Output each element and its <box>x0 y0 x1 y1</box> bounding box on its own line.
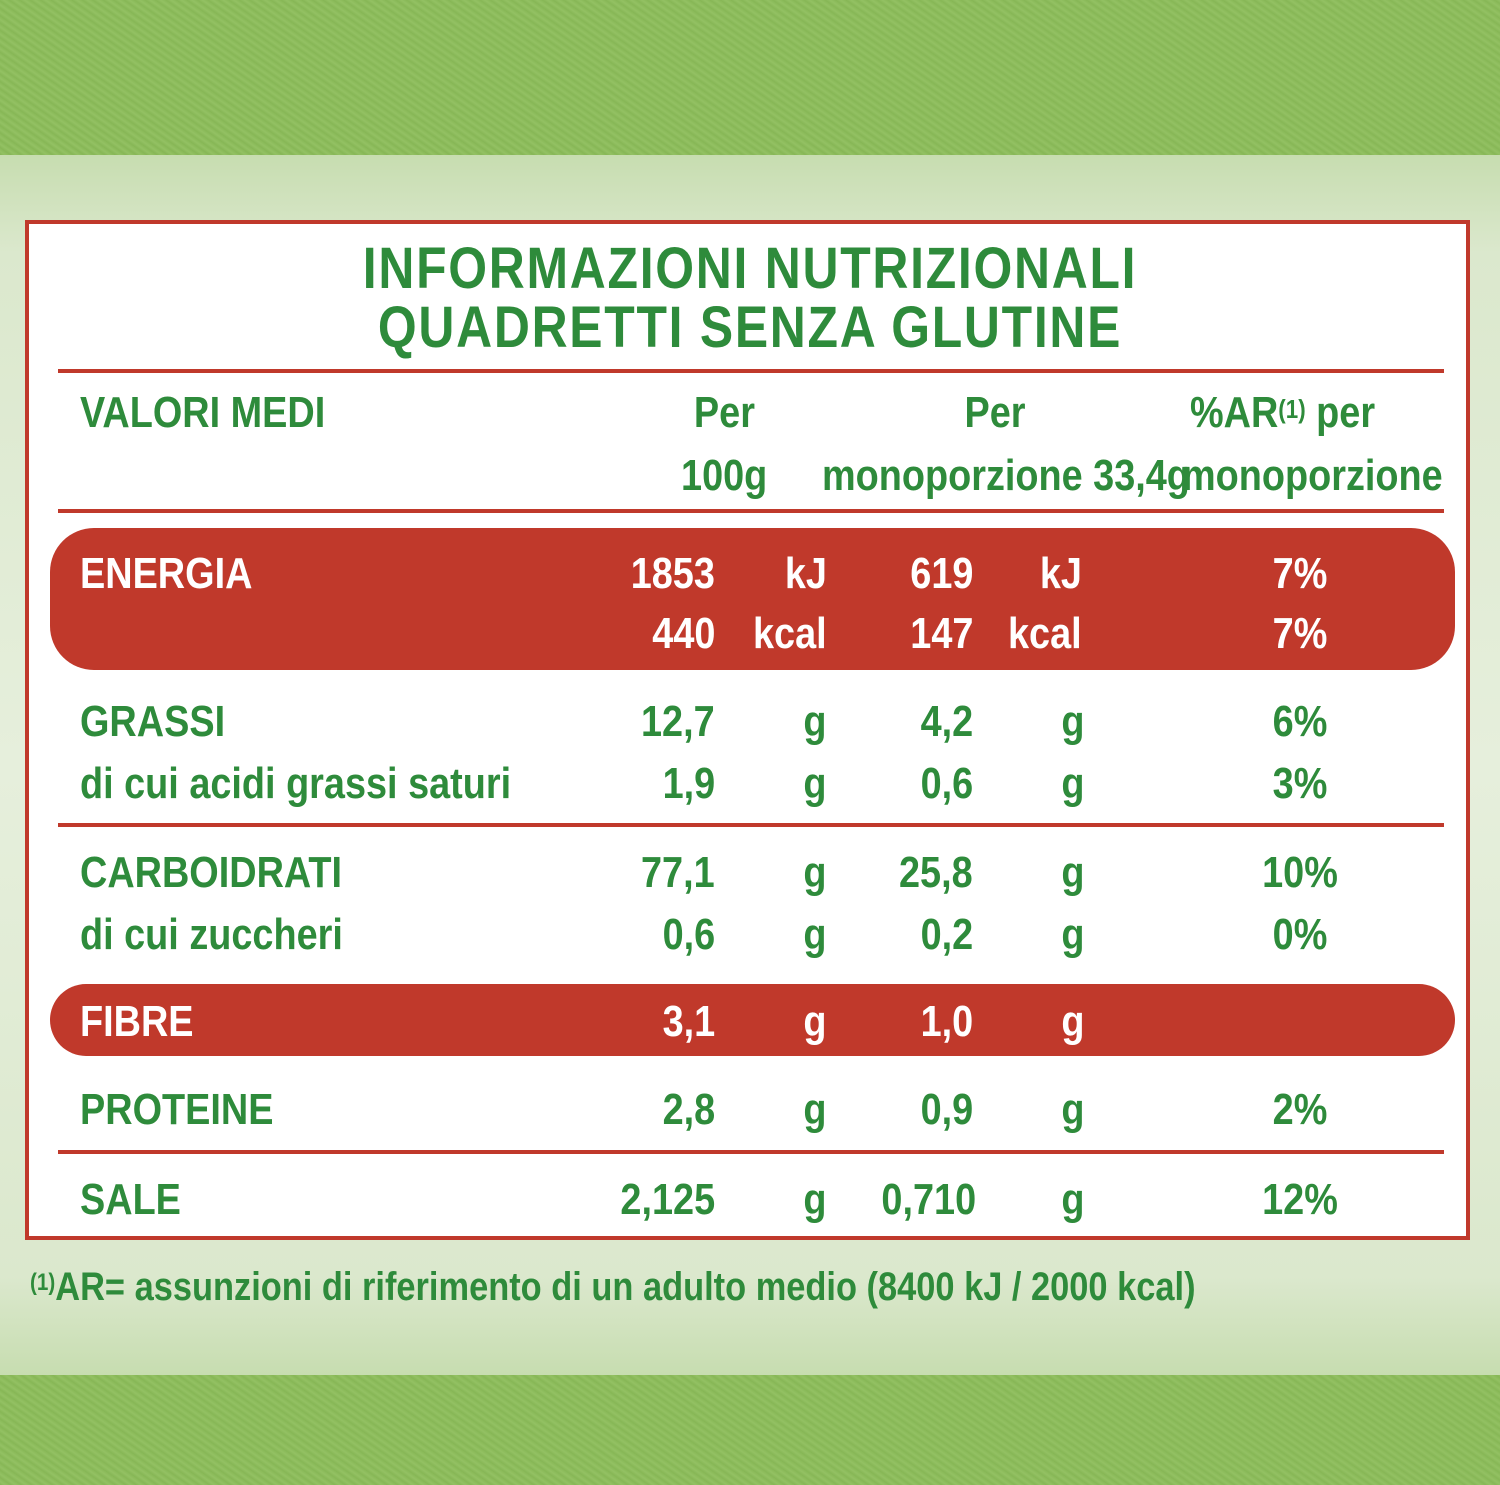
fibre-unit-porzione: g <box>1061 997 1085 1046</box>
energia-kcal-porzione-unit: kcal <box>1008 609 1082 658</box>
grassi-100: 12,7 <box>641 697 715 746</box>
energia-kj-unit: kJ <box>784 549 827 598</box>
energia-kj-porzione-unit: kJ <box>1039 549 1082 598</box>
header-ar-line1: %AR(1) per <box>1190 388 1376 437</box>
grassi-porzione: 4,2 <box>920 697 973 746</box>
footnote-marker: (1) <box>30 1269 56 1296</box>
energia-kj-100: 1853 <box>630 549 715 598</box>
energia-kcal-unit: kcal <box>753 609 827 658</box>
zuccheri-100: 0,6 <box>662 910 715 959</box>
proteine-unit-100: g <box>803 1085 827 1134</box>
saturi-unit-porzione: g <box>1061 759 1085 808</box>
energia-kcal-ar: 7% <box>1272 609 1328 658</box>
grassi-unit-100: g <box>803 697 827 746</box>
background-top-band <box>0 0 1500 155</box>
header-per-100g-line1: Per <box>693 388 755 437</box>
sale-porzione: 0,710 <box>881 1175 976 1224</box>
header-per-porzione-line2: monoporzione 33,4g <box>822 451 1190 500</box>
saturi-unit-100: g <box>803 759 827 808</box>
divider <box>58 509 1444 513</box>
fibre-100: 3,1 <box>662 997 715 1046</box>
proteine-unit-porzione: g <box>1061 1085 1085 1134</box>
saturi-label: di cui acidi grassi saturi <box>80 759 512 808</box>
zuccheri-porzione: 0,2 <box>920 910 973 959</box>
grassi-ar: 6% <box>1272 697 1328 746</box>
carboidrati-ar: 10% <box>1262 848 1338 897</box>
footnote-text: AR= assunzioni di riferimento di un adul… <box>55 1265 1196 1309</box>
fibre-porzione: 1,0 <box>920 997 973 1046</box>
header-per-porzione-line1: Per <box>964 388 1026 437</box>
saturi-100: 1,9 <box>662 759 715 808</box>
energia-highlight <box>50 528 1455 670</box>
header-ar-line2: monoporzione <box>1182 451 1443 500</box>
energia-label: ENERGIA <box>80 549 253 598</box>
sale-unit-porzione: g <box>1061 1175 1085 1224</box>
title-line-1: INFORMAZIONI NUTRIZIONALI <box>362 236 1138 301</box>
sale-ar: 12% <box>1262 1175 1338 1224</box>
footnote: (1)AR= assunzioni di riferimento di un a… <box>30 1262 1196 1312</box>
nutrition-panel <box>25 220 1470 1240</box>
carboidrati-unit-100: g <box>803 848 827 897</box>
carboidrati-label: CARBOIDRATI <box>80 848 343 897</box>
grassi-unit-porzione: g <box>1061 697 1085 746</box>
sale-100: 2,125 <box>620 1175 715 1224</box>
energia-kcal-100: 440 <box>651 609 715 658</box>
zuccheri-ar: 0% <box>1272 910 1328 959</box>
saturi-porzione: 0,6 <box>920 759 973 808</box>
carboidrati-100: 77,1 <box>641 848 715 897</box>
proteine-label: PROTEINE <box>80 1085 274 1134</box>
energia-kj-ar: 7% <box>1272 549 1328 598</box>
fibre-highlight <box>50 984 1455 1056</box>
zuccheri-label: di cui zuccheri <box>80 910 343 959</box>
carboidrati-porzione: 25,8 <box>899 848 973 897</box>
divider <box>58 823 1444 827</box>
divider <box>58 369 1444 373</box>
header-valori-medi: VALORI MEDI <box>80 388 326 437</box>
energia-kcal-porzione: 147 <box>909 609 973 658</box>
sale-unit-100: g <box>803 1175 827 1224</box>
proteine-ar: 2% <box>1272 1085 1328 1134</box>
zuccheri-unit-porzione: g <box>1061 910 1085 959</box>
sale-label: SALE <box>80 1175 181 1224</box>
title-line-2: QUADRETTI SENZA GLUTINE <box>377 295 1123 360</box>
zuccheri-unit-100: g <box>803 910 827 959</box>
fibre-unit-100: g <box>803 997 827 1046</box>
grassi-label: GRASSI <box>80 697 226 746</box>
header-per-100g-line2: 100g <box>680 451 767 500</box>
carboidrati-unit-porzione: g <box>1061 848 1085 897</box>
energia-kj-porzione: 619 <box>909 549 973 598</box>
fibre-label: FIBRE <box>80 997 194 1046</box>
saturi-ar: 3% <box>1272 759 1328 808</box>
proteine-porzione: 0,9 <box>920 1085 973 1134</box>
background-bottom-band <box>0 1375 1500 1485</box>
divider <box>58 1150 1444 1154</box>
proteine-100: 2,8 <box>662 1085 715 1134</box>
